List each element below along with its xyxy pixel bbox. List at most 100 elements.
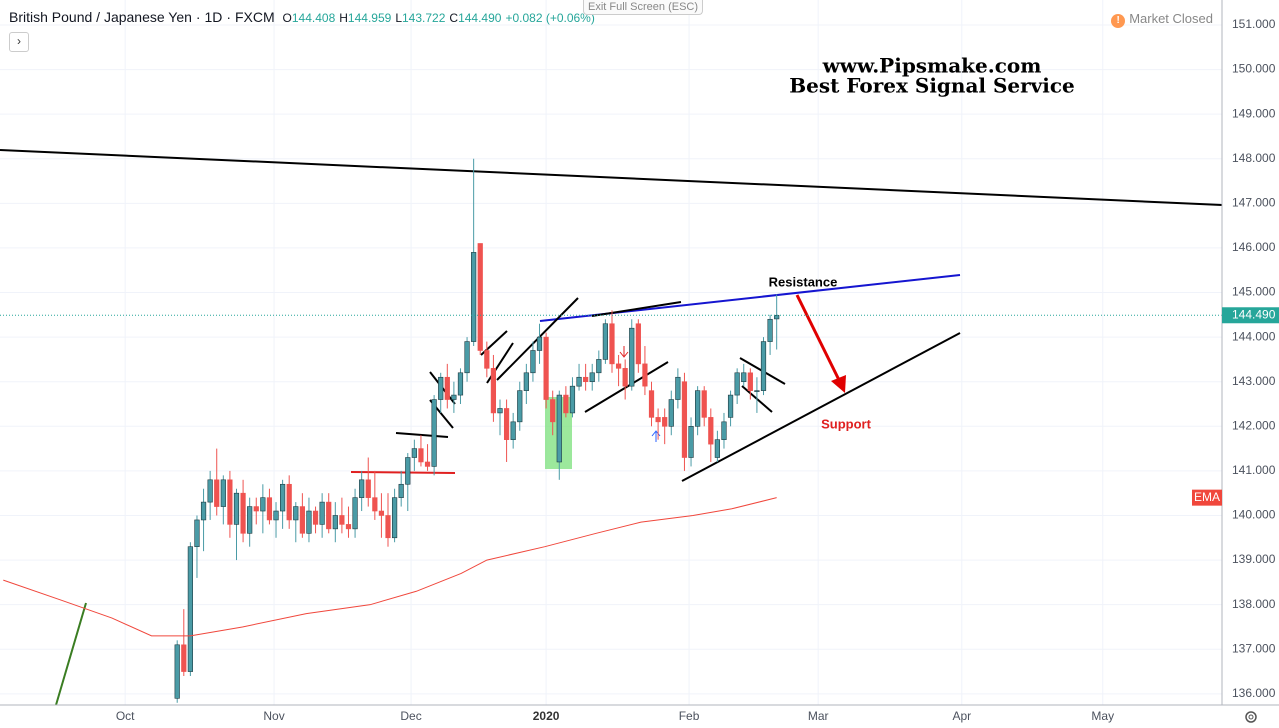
candle-body [207,479,213,503]
annotation: Resistance [769,274,838,289]
candle-body [451,394,457,400]
candle-body [372,497,378,512]
candle-body [754,390,760,392]
candle-body [589,372,595,383]
candle-body [411,448,417,458]
candle-body [405,457,411,485]
candle-body [339,515,345,525]
settings-icon[interactable] [1245,711,1257,723]
candle-body [484,350,490,369]
y-tick-label: 146.000 [1232,240,1276,254]
candle-body [200,501,207,521]
candle-body [497,408,503,414]
candle-body [503,408,510,440]
candle-body [444,376,450,400]
source: FXCM [234,9,275,25]
y-tick-label: 138.000 [1232,597,1276,611]
value: 144.408 [291,11,336,25]
annotation: Support [821,416,871,431]
candle-body [681,381,688,458]
candle-body [471,252,477,342]
exit-fullscreen[interactable]: Exit Full Screen (ESC) [583,0,704,15]
candle-body [312,510,319,525]
y-tick-label: 149.000 [1232,106,1276,120]
candle-body [596,359,602,374]
candle-body [306,510,312,534]
support-line [681,332,961,482]
last-price-bg [1222,307,1279,324]
candle-body [477,243,483,351]
trend-line [395,432,449,438]
candle-body [266,497,273,521]
candle-body [569,385,576,414]
candle-body [240,492,246,534]
x-tick-label: Nov [263,709,284,723]
trend-line [350,471,456,474]
label: C [449,11,459,25]
candle-body [714,439,720,458]
value: 144.490 [458,11,502,25]
candle-body [741,372,747,383]
arrow-head [831,375,846,393]
value: 144.959 [347,11,392,25]
y-tick-label: 139.000 [1232,552,1276,566]
candle-body [721,421,727,440]
candle-body [536,336,543,351]
candle-body [530,350,536,374]
candle-body [662,417,668,427]
trend-line [584,361,669,413]
candle-body [688,425,694,458]
candle-body [734,372,740,396]
candle-body [359,479,365,498]
expand-button[interactable]: › [9,32,29,52]
candle-body [576,376,582,387]
label: L [395,11,402,25]
candle-body [280,483,286,512]
x-tick-label: Oct [116,709,135,723]
trend-line [0,149,1223,206]
y-tick-label: 137.000 [1232,641,1276,655]
candle-body [550,399,556,423]
candle-body [543,336,549,400]
y-tick-label: 150.000 [1232,62,1276,76]
candle-body [701,390,707,418]
x-tick-label: May [1091,709,1114,723]
candle-body [431,399,437,467]
y-tick-label: 145.000 [1232,285,1276,299]
y-tick-label: 144.000 [1232,329,1276,343]
y-tick-label: 151.000 [1232,17,1276,31]
candle-body [583,376,589,383]
candle-body [464,341,470,374]
value: 143.722 [402,11,446,25]
x-tick-label: Dec [400,709,421,723]
candle-body [438,376,444,400]
candle-body [326,501,332,530]
candle-body [299,506,305,534]
candle-body [293,506,299,521]
y-tick-label: 143.000 [1232,374,1276,388]
candle-body [675,376,681,400]
candle-body [635,323,641,365]
candle-body [510,421,516,440]
candle-body [609,323,615,365]
candle-body [174,644,180,699]
y-tick-label: 141.000 [1232,463,1276,477]
y-tick-label: 142.000 [1232,418,1276,432]
candle-body [273,510,279,521]
candle-body [220,479,226,507]
symbol-header: British Pound / Japanese Yen · 1D · FXCM O… [9,9,595,25]
candle-body [352,497,358,530]
candle-body [563,394,569,414]
candle-body [760,341,767,391]
change: +0.082 (+0.06%) [505,11,595,25]
candle-body [227,479,233,525]
candle-body [655,417,661,423]
y-tick-label: 147.000 [1232,196,1276,210]
candle-body [345,524,352,530]
candle-body [319,501,325,525]
arrow [795,294,842,383]
candle-body [642,363,648,387]
candle-body [181,644,187,672]
candle-body [556,394,562,463]
